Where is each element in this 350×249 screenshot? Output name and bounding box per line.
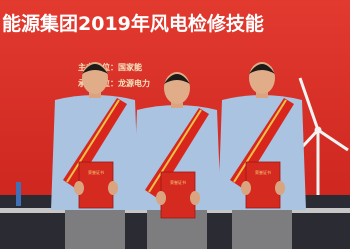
- pants: [65, 205, 125, 249]
- pants: [232, 205, 292, 249]
- certificate: [246, 162, 280, 208]
- hand: [108, 181, 118, 195]
- hand: [74, 181, 84, 195]
- banner-title: 能源集团2019年风电检修技能: [2, 12, 264, 35]
- certificate-text: 荣誉证书: [88, 169, 104, 175]
- photo: 能源集团2019年风电检修技能 主办单位：国家能 承办单位：龙源电力 荣誉证书荣…: [0, 0, 350, 249]
- certificate-text: 荣誉证书: [170, 179, 186, 185]
- certificate: [161, 172, 195, 218]
- hand: [241, 181, 251, 195]
- water-bottle: [16, 182, 21, 206]
- certificate-text: 荣誉证书: [255, 169, 271, 175]
- hand: [190, 191, 200, 205]
- certificate: [79, 162, 113, 208]
- hand: [275, 181, 285, 195]
- hand: [156, 191, 166, 205]
